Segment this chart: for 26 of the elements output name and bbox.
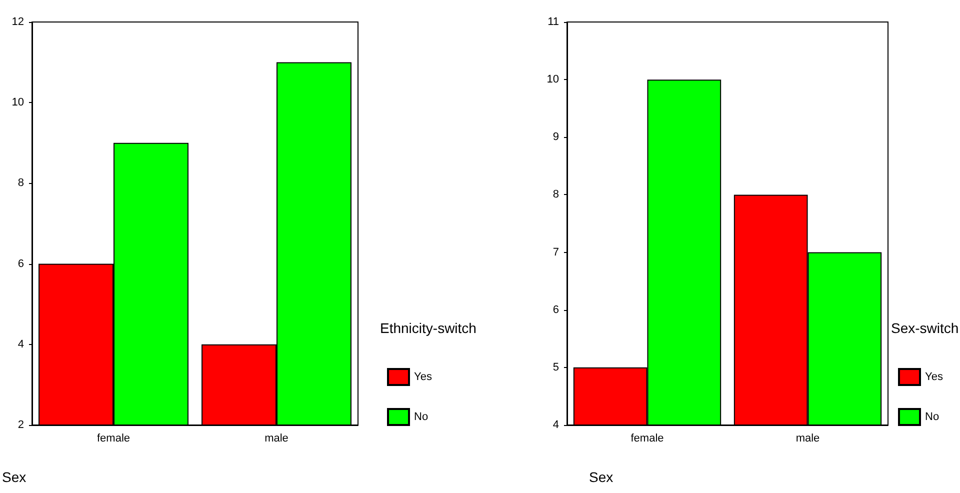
legend-label: No bbox=[925, 411, 940, 423]
y-tick-label: 7 bbox=[552, 246, 559, 258]
legend-label: Yes bbox=[414, 371, 432, 383]
y-tick-label: 8 bbox=[552, 188, 559, 201]
x-tick-label: male bbox=[264, 432, 288, 444]
x-axis-title: Sex bbox=[2, 469, 26, 485]
y-tick-label: 12 bbox=[12, 16, 24, 28]
x-tick-label: female bbox=[630, 432, 664, 444]
y-tick-label: 10 bbox=[546, 74, 559, 86]
legend-title: Ethnicity-switch bbox=[380, 320, 476, 336]
legend-title: Sex-switch bbox=[891, 320, 959, 336]
x-tick-label: male bbox=[796, 432, 820, 444]
x-tick-label: female bbox=[96, 432, 130, 444]
y-tick-label: 9 bbox=[552, 131, 559, 144]
y-tick-label: 2 bbox=[18, 419, 24, 431]
y-tick-label: 4 bbox=[552, 419, 559, 431]
y-tick-label: 6 bbox=[18, 258, 24, 270]
x-axis-title: Sex bbox=[589, 469, 614, 485]
y-tick-label: 8 bbox=[18, 177, 24, 190]
y-tick-label: 4 bbox=[18, 338, 24, 350]
y-tick-label: 11 bbox=[548, 16, 559, 28]
y-tick-label: 6 bbox=[552, 304, 559, 316]
legend-label: No bbox=[414, 411, 428, 423]
y-tick-label: 5 bbox=[552, 361, 559, 374]
y-tick-label: 10 bbox=[12, 96, 24, 109]
legend-label: Yes bbox=[925, 371, 944, 383]
